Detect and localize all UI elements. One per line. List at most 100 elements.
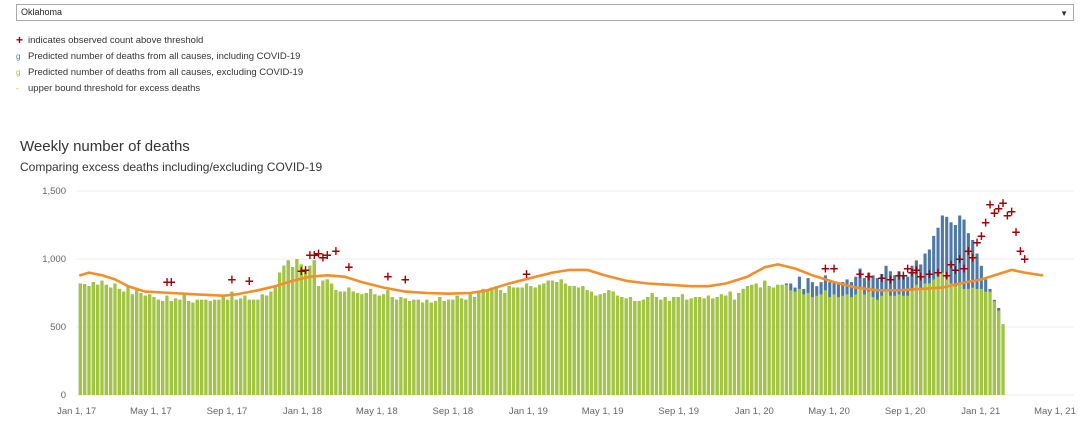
bar-excluding-covid	[923, 283, 927, 395]
bar-excluding-covid	[581, 286, 585, 395]
excess-marker: +	[911, 263, 921, 277]
bar-excluding-covid	[871, 297, 875, 395]
bar-excluding-covid	[87, 286, 91, 395]
bar-excluding-covid	[823, 290, 827, 395]
x-tick-label: Jan 1, 19	[509, 406, 548, 417]
bar-excluding-covid	[971, 287, 975, 395]
bar-excluding-covid	[650, 293, 654, 395]
bar-excluding-covid	[152, 297, 156, 395]
bar-excluding-covid	[187, 301, 191, 395]
bar-excluding-covid	[906, 295, 910, 395]
bar-excluding-covid	[143, 295, 147, 395]
bar-excluding-covid	[511, 287, 516, 395]
excess-marker: +	[383, 270, 393, 284]
bar-excluding-covid	[1001, 324, 1005, 395]
bar-excluding-covid	[364, 293, 368, 395]
excess-marker: +	[820, 262, 830, 276]
bar-excluding-covid	[542, 283, 546, 395]
bar-excluding-covid	[728, 291, 732, 395]
bar-excluding-covid	[598, 294, 602, 395]
bar-excluding-covid	[819, 294, 823, 395]
bar-excluding-covid	[464, 299, 468, 395]
bar-excluding-covid	[178, 299, 182, 395]
bar-excluding-covid	[849, 297, 853, 395]
bar-excluding-covid	[559, 279, 563, 395]
bar-excluding-covid	[992, 301, 996, 395]
bar-excluding-covid	[815, 295, 819, 395]
state-select[interactable]: Oklahoma ▼	[16, 4, 1074, 21]
bar-excluding-covid	[191, 302, 195, 395]
bar-excluding-covid	[945, 278, 949, 395]
bar-excluding-covid	[875, 299, 879, 395]
bar-excluding-covid	[278, 272, 282, 395]
bar-excluding-covid	[386, 290, 390, 395]
bar-excluding-covid	[498, 290, 503, 395]
bar-excluding-covid	[299, 264, 303, 395]
excess-marker: +	[305, 248, 315, 262]
bar-excluding-covid	[676, 297, 680, 395]
bar-excluding-covid	[797, 288, 801, 395]
bar-excluding-covid	[732, 299, 737, 395]
bar-excluding-covid	[620, 297, 624, 395]
bar-excluding-covid	[628, 297, 633, 395]
bar-excluding-covid	[953, 286, 957, 395]
legend-swatch-icon: g	[16, 51, 21, 61]
bar-excluding-covid	[988, 291, 992, 395]
excess-marker: +	[1007, 204, 1017, 218]
excess-marker: +	[972, 236, 982, 250]
bar-excluding-covid	[936, 276, 940, 395]
excess-marker: +	[301, 263, 311, 277]
bar-excluding-covid	[780, 284, 784, 395]
excess-marker: +	[864, 270, 874, 284]
bar-excluding-covid	[706, 295, 711, 395]
bar-excluding-covid	[932, 279, 936, 395]
bar-excluding-covid	[836, 297, 840, 395]
threshold-line	[79, 263, 1044, 298]
bar-excluding-covid	[433, 301, 438, 395]
bar-excluding-covid	[767, 286, 771, 395]
bar-excluding-covid	[737, 293, 741, 395]
legend-label: indicates observed count above threshold	[28, 34, 204, 46]
bar-excluding-covid	[130, 294, 134, 395]
bar-excluding-covid	[641, 299, 646, 395]
x-tick-label: Jan 1, 17	[57, 406, 96, 417]
bar-excluding-covid	[503, 293, 507, 395]
chevron-down-icon[interactable]: ▼	[1060, 9, 1068, 18]
bar-excluding-covid	[615, 295, 620, 395]
bar-excluding-covid	[862, 294, 866, 395]
y-tick-label: 0	[61, 390, 66, 401]
excess-marker: +	[166, 275, 176, 289]
x-tick-label: May 1, 18	[356, 406, 398, 417]
bar-excluding-covid	[377, 295, 381, 395]
bar-excluding-covid	[845, 294, 849, 395]
excess-marker: +	[968, 251, 978, 265]
bar-excluding-covid	[334, 290, 338, 395]
legend-label: upper bound threshold for excess deaths	[28, 82, 201, 94]
bar-excluding-covid	[841, 295, 845, 395]
bar-excluding-covid	[382, 294, 386, 395]
bar-excluding-covid	[221, 297, 225, 395]
bar-excluding-covid	[537, 284, 542, 395]
bar-excluding-covid	[741, 288, 745, 395]
bar-excluding-covid	[975, 288, 979, 395]
bar-excluding-covid	[265, 295, 269, 395]
bar-excluding-covid	[477, 291, 481, 395]
excess-marker: +	[1020, 252, 1030, 266]
bar-excluding-covid	[135, 290, 139, 395]
bar-excluding-covid	[139, 293, 143, 395]
bar-excluding-covid	[758, 287, 762, 395]
bar-excluding-covid	[958, 284, 962, 395]
bar-excluding-covid	[399, 297, 403, 395]
bar-excluding-covid	[494, 286, 498, 395]
bar-excluding-covid	[858, 288, 862, 395]
bar-excluding-covid	[602, 293, 607, 395]
bar-excluding-covid	[680, 294, 685, 395]
bar-excluding-covid	[325, 279, 329, 395]
bar-excluding-covid	[854, 294, 858, 395]
bar-excluding-covid	[117, 288, 121, 395]
bar-excluding-covid	[485, 290, 490, 395]
legend-swatch-icon: g	[16, 67, 21, 77]
bar-excluding-covid	[589, 291, 594, 395]
bar-excluding-covid	[78, 283, 82, 395]
